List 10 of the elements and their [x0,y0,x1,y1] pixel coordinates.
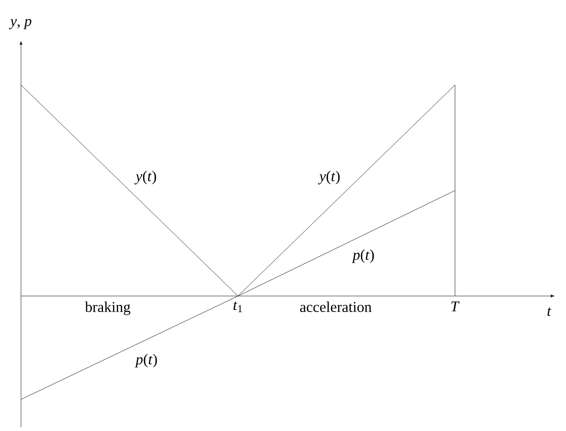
x-tick-label: T [451,302,460,312]
annotation: acceleration [300,302,372,312]
x-axis-title: t [548,308,552,316]
annotation: p(t) [352,249,374,263]
y-axis-title: y, p [8,18,32,30]
x-tick-label: t$_{1}$ [234,302,242,312]
annotation: y(t) [318,170,340,184]
annotation: braking [84,302,130,316]
series-label: p(t) [134,354,157,368]
series-label: y(t) [134,170,156,184]
